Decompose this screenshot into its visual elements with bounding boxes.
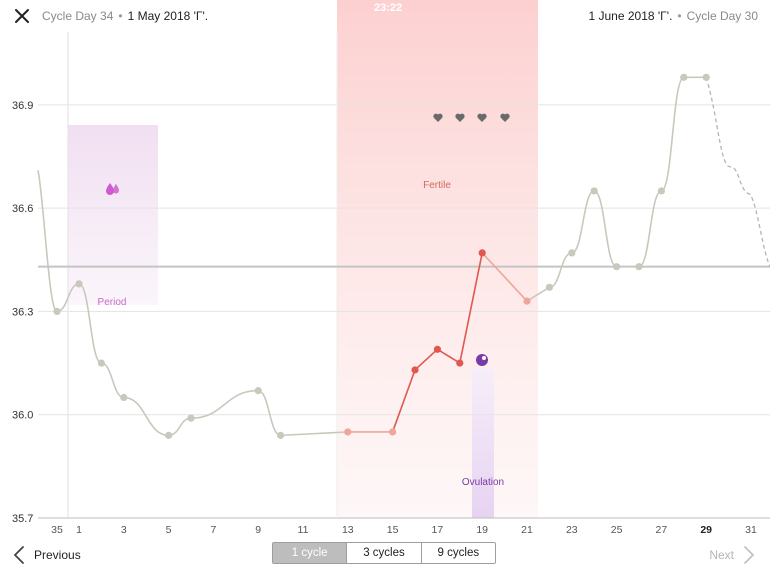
chevron-left-icon	[13, 546, 24, 564]
y-axis-labels: 36.9 36.6 36.3 36.0 35.7	[12, 100, 33, 525]
x-tick-label: 31	[745, 524, 757, 536]
x-tick-label: 35	[51, 524, 63, 536]
temperature-chart[interactable]: 36.936.636.336.035.7 35 1 3 5 7 9 11 13 15 17 19 21…	[0, 0, 770, 538]
x-tick-label: 1	[76, 524, 82, 536]
temperature-point[interactable]	[75, 280, 83, 288]
temperature-point[interactable]	[545, 283, 554, 291]
heart-icon	[477, 113, 487, 122]
period-region	[68, 125, 158, 305]
fertile-region	[337, 0, 538, 518]
temperature-point[interactable]	[433, 345, 441, 353]
x-tick-label: 23	[566, 524, 578, 536]
segment-3-cycles[interactable]: 3 cycles	[347, 543, 422, 563]
x-tick-label: 25	[611, 524, 623, 536]
temperature-curve-late	[549, 76, 707, 289]
x-tick-label: 17	[432, 524, 444, 536]
header-bar: Cycle Day 34 • 1 May 2018 'Γ'. 23:22 1 Jun…	[0, 0, 770, 32]
previous-button[interactable]: Previous	[12, 544, 81, 566]
period-label-group: Period	[98, 183, 127, 308]
temperature-point[interactable]	[568, 249, 576, 257]
fertile-segment	[436, 348, 461, 364]
temperature-point[interactable]	[277, 431, 285, 439]
x-axis-labels: 35 1 3 5 7 9 11 13 15 17 19 21 23 25 27 29 31	[51, 524, 757, 536]
fertile-segment	[391, 369, 416, 433]
temperature-point[interactable]	[254, 387, 262, 395]
x-tick-label: 15	[387, 524, 399, 536]
temperature-point[interactable]	[590, 187, 598, 195]
chevron-right-icon	[744, 546, 755, 564]
start-cycle-day: Cycle Day 34	[42, 9, 114, 23]
temperature-point[interactable]	[53, 307, 61, 316]
footer-bar: Previous 1 cycle 3 cycles 9 cycles Next	[0, 538, 770, 578]
temperature-point[interactable]	[523, 297, 531, 305]
temperature-point[interactable]	[635, 263, 643, 271]
heart-icon	[500, 113, 510, 122]
end-cycle-day: Cycle Day 30	[686, 9, 758, 23]
fertile-segment	[526, 286, 550, 302]
ovulation-icon[interactable]	[476, 354, 488, 366]
grid-lines	[38, 104, 770, 519]
status-time: 23:22	[374, 2, 403, 14]
close-icon[interactable]	[12, 6, 32, 26]
x-tick-label: 7	[210, 524, 216, 536]
next-button[interactable]: Next	[709, 544, 756, 566]
x-tick-label: 21	[521, 524, 533, 536]
temperature-point[interactable]	[657, 187, 666, 195]
heart-icon	[455, 113, 465, 122]
y-tick-label: 36.6	[12, 203, 33, 215]
temperature-point[interactable]	[478, 249, 486, 257]
x-tick-label: 5	[166, 524, 172, 536]
heart-icon	[433, 113, 443, 122]
temperature-points	[53, 73, 710, 439]
temperature-point[interactable]	[680, 73, 688, 81]
previous-label: Previous	[34, 548, 81, 562]
end-date: 1 June 2018 'Γ'.	[588, 9, 673, 23]
start-date: 1 May 2018 'Γ'.	[127, 9, 209, 23]
temperature-point[interactable]	[187, 414, 195, 422]
x-tick-label: 9	[255, 524, 261, 536]
cycle-end-info: 1 June 2018 'Γ'. • Cycle Day 30	[589, 9, 759, 23]
drop-icon	[106, 183, 119, 195]
temperature-point[interactable]	[120, 393, 128, 402]
separator-dot: •	[118, 9, 123, 23]
temperature-point[interactable]	[613, 263, 621, 271]
segment-9-cycles[interactable]: 9 cycles	[421, 543, 495, 563]
x-tick-label: 13	[342, 524, 354, 536]
fertile-segment	[481, 252, 528, 302]
temperature-curve-forecast	[705, 77, 770, 267]
fertile-segment	[459, 252, 483, 364]
next-label: Next	[709, 548, 734, 562]
ovulation-region	[472, 368, 494, 518]
temperature-point[interactable]	[411, 366, 419, 374]
y-tick-label: 35.7	[12, 513, 33, 525]
x-tick-label: 11	[298, 524, 309, 536]
ovulation-label: Ovulation	[462, 477, 504, 488]
fertile-label: Fertile	[423, 180, 451, 191]
heart-icons	[433, 113, 510, 122]
cycle-start-info: Cycle Day 34 • 1 May 2018 'Γ'.	[42, 9, 208, 23]
x-tick-label: 29	[700, 524, 712, 536]
y-tick-label: 36.0	[12, 410, 33, 422]
cycle-range-selector: 1 cycle 3 cycles 9 cycles	[272, 542, 496, 564]
temperature-point[interactable]	[344, 428, 352, 436]
x-tick-label: 19	[476, 524, 488, 536]
x-tick-label: 27	[656, 524, 668, 536]
temperature-point[interactable]	[165, 431, 173, 439]
y-tick-label: 36.3	[12, 306, 33, 318]
segment-1-cycle[interactable]: 1 cycle	[273, 543, 348, 563]
ovulation-marker[interactable]	[476, 354, 488, 366]
temperature-point[interactable]	[702, 73, 710, 81]
period-label: Period	[98, 297, 127, 308]
temperature-point[interactable]	[389, 428, 397, 436]
y-tick-label: 36.9	[12, 100, 33, 112]
x-tick-label: 3	[121, 524, 127, 536]
separator-dot: •	[677, 9, 682, 23]
fertile-segment-lines	[347, 252, 550, 433]
temperature-point[interactable]	[97, 359, 105, 367]
temperature-point[interactable]	[456, 359, 464, 367]
fertile-segment	[414, 348, 438, 371]
